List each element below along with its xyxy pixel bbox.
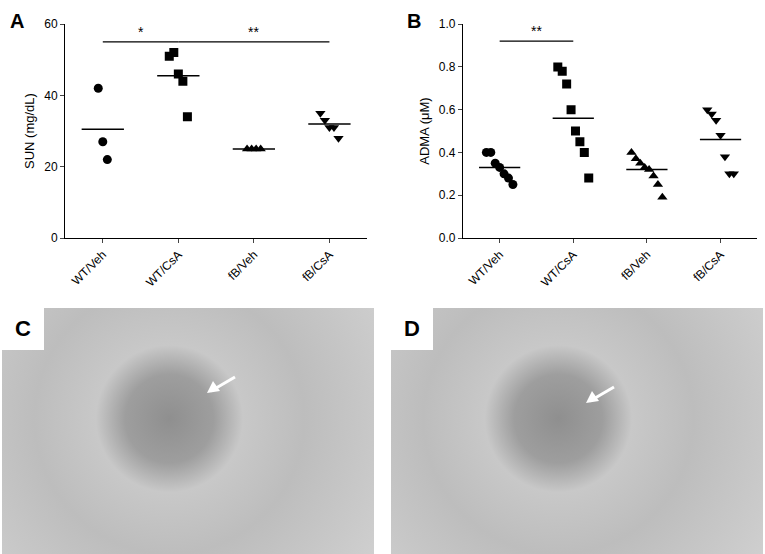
svg-text:fB/Veh: fB/Veh: [225, 248, 260, 283]
svg-text:ADMA (μM): ADMA (μM): [417, 97, 432, 164]
svg-text:B: B: [407, 10, 421, 32]
svg-text:SUN (mg/dL): SUN (mg/dL): [22, 93, 37, 169]
svg-text:fB/Veh: fB/Veh: [618, 248, 653, 283]
svg-text:WT/CsA: WT/CsA: [538, 248, 579, 289]
svg-text:20: 20: [44, 160, 58, 174]
svg-text:1.0: 1.0: [439, 17, 456, 31]
svg-text:40: 40: [44, 89, 58, 103]
svg-text:0.6: 0.6: [439, 103, 456, 117]
html-text:D: D: [404, 316, 420, 341]
html-text:C: C: [15, 316, 31, 341]
svg-text:0.4: 0.4: [439, 146, 456, 160]
svg-text:A: A: [10, 10, 24, 32]
svg-text:WT/Veh: WT/Veh: [466, 248, 506, 288]
svg-text:fB/CsA: fB/CsA: [691, 248, 727, 284]
svg-text:*: *: [138, 24, 144, 40]
svg-text:**: **: [531, 23, 542, 39]
svg-text:**: **: [248, 24, 259, 40]
svg-text:60: 60: [44, 17, 58, 31]
svg-text:0.8: 0.8: [439, 60, 456, 74]
svg-text:0.2: 0.2: [439, 188, 456, 202]
svg-text:WT/CsA: WT/CsA: [143, 248, 184, 289]
svg-text:0: 0: [51, 231, 58, 245]
svg-text:fB/CsA: fB/CsA: [299, 248, 335, 284]
svg-text:0.0: 0.0: [439, 231, 456, 245]
svg-text:WT/Veh: WT/Veh: [69, 248, 109, 288]
